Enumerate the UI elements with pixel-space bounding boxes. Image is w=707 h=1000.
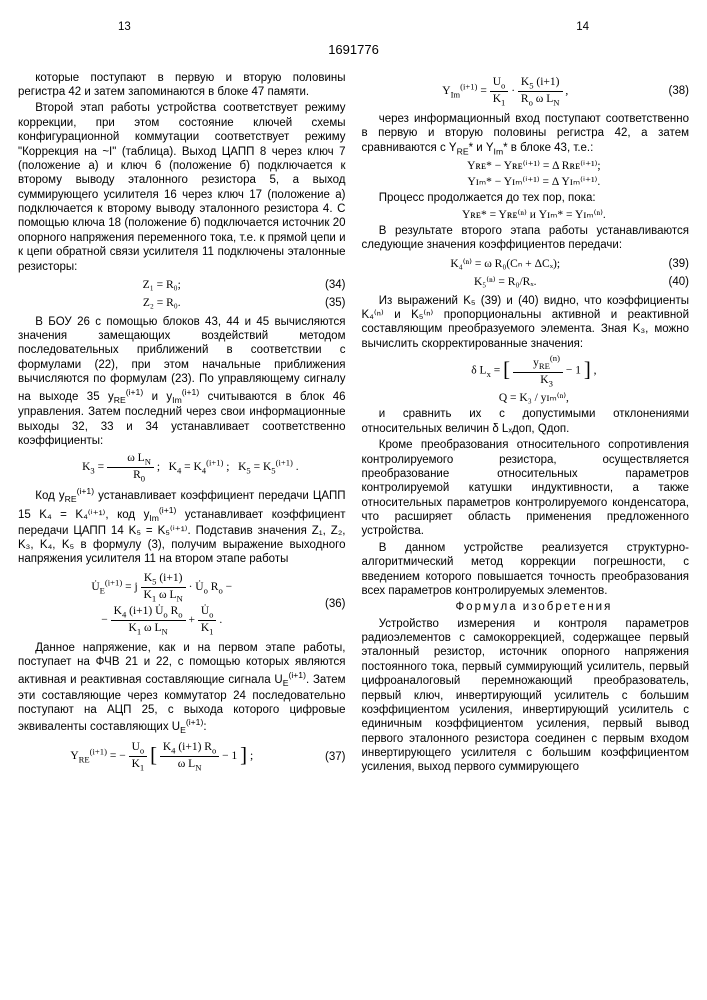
paragraph: В результате второго этапа работы устана… — [362, 224, 690, 253]
equation-34: Z₁ = R₀; (34) — [18, 278, 346, 292]
equation-q: Q = K₃ / yɪₘ⁽ⁿ⁾, — [362, 391, 690, 405]
document-number: 1691776 — [18, 42, 689, 58]
equation-k: K3 = ω LNR0 ; K4 = K4(i+1) ; K5 = K5(i+1… — [18, 451, 346, 484]
equation-37: YRE(i+1) = − UoK1 [ K4 (i+1) Roω LN − 1 … — [18, 740, 346, 773]
paragraph: В БОУ 26 с помощью блоков 43, 44 и 45 вы… — [18, 315, 346, 449]
page-number-right: 14 — [576, 20, 589, 34]
text-columns: которые поступают в первую и вторую поло… — [18, 71, 689, 778]
paragraph: Второй этап работы устройства соответств… — [18, 101, 346, 274]
paragraph: Процесс продолжается до тех пор, пока: — [362, 191, 690, 205]
paragraph: через информационный вход поступают соот… — [362, 112, 690, 157]
paragraph: и сравнить их с допустимыми отклонениями… — [362, 407, 690, 436]
equation-38: YIm(i+1) = UoK1 · K5 (i+1)Ro ω LN , (38) — [362, 75, 690, 108]
equation-delta-re: Yʀᴇ* − Yʀᴇ⁽ⁱ⁺¹⁾ = Δ Rʀᴇ⁽ⁱ⁺¹⁾; — [362, 159, 690, 173]
page-number-left: 13 — [118, 20, 131, 34]
paragraph: В данном устройстве реализуется структур… — [362, 541, 690, 599]
equation-36: U̇E(i+1) = j K5 (i+1)K1 ω LN · U̇o Ro − … — [18, 571, 346, 637]
paragraph: Из выражений K₅ (39) и (40) видно, что к… — [362, 294, 690, 352]
equation-delta-lx: δ Lx = [ yRE(n)K3 − 1 ] , — [362, 353, 690, 389]
paragraph: которые поступают в первую и вторую поло… — [18, 71, 346, 100]
equation-delta-im: Yɪₘ* − Yɪₘ⁽ⁱ⁺¹⁾ = Δ Yɪₘ⁽ⁱ⁺¹⁾. — [362, 175, 690, 189]
paragraph: Устройство измерения и контроля параметр… — [362, 617, 690, 775]
claims-heading: Формула изобретения — [362, 600, 690, 614]
paragraph: Данное напряжение, как и на первом этапе… — [18, 641, 346, 736]
paragraph: Код yRE(i+1) устанавливает коэффициент п… — [18, 486, 346, 567]
right-column: YIm(i+1) = UoK1 · K5 (i+1)Ro ω LN , (38)… — [362, 71, 690, 778]
equation-convergence: Yʀᴇ* = Yʀᴇ⁽ⁿ⁾ и Yɪₘ* = Yɪₘ⁽ⁿ⁾. — [362, 208, 690, 222]
left-column: которые поступают в первую и вторую поло… — [18, 71, 346, 778]
equation-40: K₅⁽ⁿ⁾ = R₀/Rₓ. (40) — [362, 275, 690, 289]
equation-39: K₄⁽ⁿ⁾ = ω R₀(Cₙ + ΔCₓ); (39) — [362, 257, 690, 271]
paragraph: Кроме преобразования относительного сопр… — [362, 438, 690, 539]
equation-35: Z₂ = R₀. (35) — [18, 296, 346, 310]
